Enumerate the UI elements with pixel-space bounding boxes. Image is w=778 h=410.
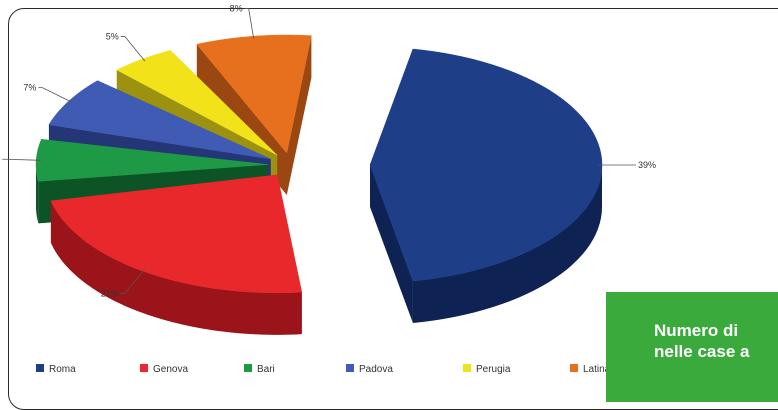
legend-swatch-bari — [244, 364, 252, 372]
data-label-padova: 7% — [23, 83, 36, 93]
legend-swatch-roma — [36, 364, 44, 372]
data-label-latina: 8% — [230, 4, 243, 14]
data-label-genova: 21% — [101, 289, 119, 299]
leader-line-perugia — [121, 36, 145, 61]
legend-label-genova: Genova — [153, 364, 188, 375]
legend-label-padova: Padova — [359, 364, 393, 375]
legend-label-perugia: Perugia — [476, 364, 511, 375]
data-label-roma: 39% — [638, 160, 656, 170]
legend-swatch-latina — [570, 364, 578, 372]
legend-label-bari: Bari — [257, 364, 275, 375]
legend-label-roma: Roma — [49, 364, 76, 375]
legend-swatch-padova — [346, 364, 354, 372]
leader-line-padova — [38, 88, 72, 103]
leader-line-bari — [2, 159, 41, 160]
caption-text: Numero di nelle case a — [654, 320, 749, 362]
caption-box: Numero di nelle case a — [606, 292, 778, 402]
leader-line-latina — [245, 9, 254, 39]
legend-swatch-genova — [140, 364, 148, 372]
data-label-perugia: 5% — [106, 31, 119, 41]
legend-swatch-perugia — [463, 364, 471, 372]
